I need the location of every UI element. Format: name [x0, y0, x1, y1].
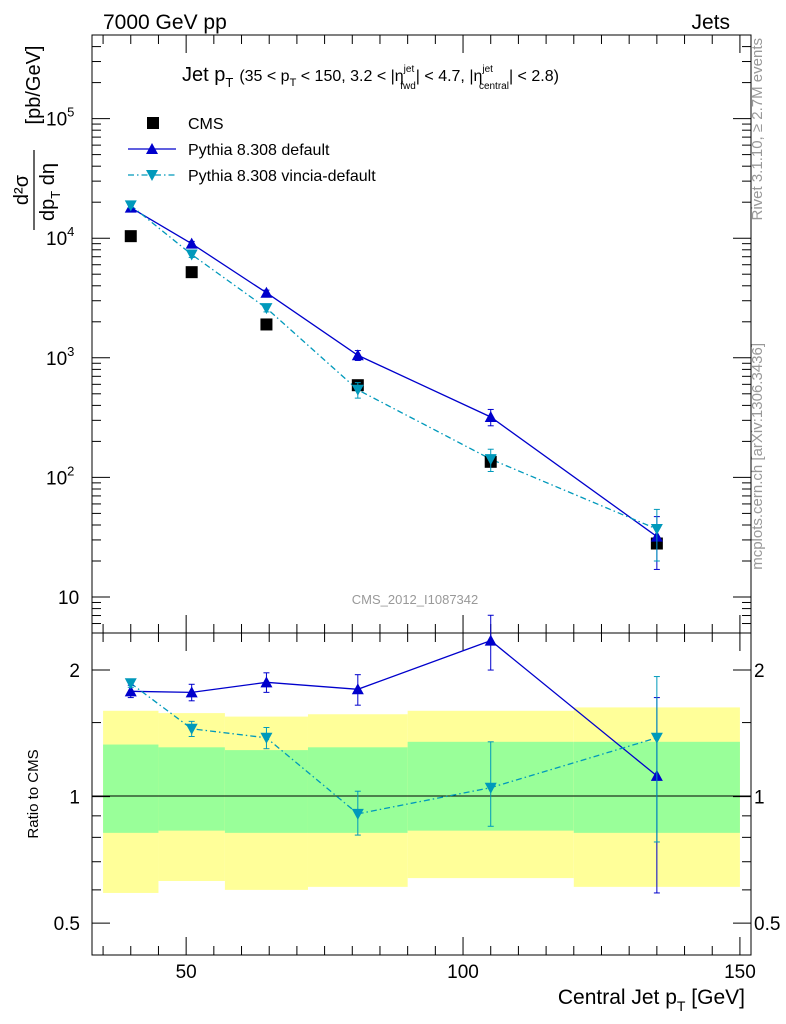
main-point-pythia-8-308-vincia-default [351, 384, 364, 396]
main-point-pythia-8-308-default [351, 349, 364, 361]
main-series-points [124, 200, 663, 570]
x-tick-label: 100 [447, 962, 479, 983]
ratio-y-tick-label-right: 2 [754, 661, 765, 682]
legend-cms-label: CMS [188, 116, 224, 133]
ylabel-denominator: dpT dη [37, 163, 63, 221]
x-tick-label: 150 [724, 962, 756, 983]
ratio-point-pythia-8-308-vincia-default [351, 808, 364, 820]
y-tick-label: 103 [46, 344, 74, 370]
ratio-point-pythia-8-308-default [351, 683, 364, 695]
ylabel-unit: [pb/GeV] [23, 46, 45, 125]
ratio-series-points [124, 614, 663, 894]
band-inner [224, 750, 308, 833]
chart-title: Jet pT (35 < pT < 150, 3.2 < |ηjet fwd| < … [182, 64, 559, 92]
axis-ticks: 10 102 103 104 105 50 100 150 0.5 0.5 1 1 2 2 [46, 34, 780, 983]
ratio-ylabel: Ratio to CMS [25, 749, 42, 838]
main-point-pythia-8-308-vincia-default [185, 249, 198, 261]
y-tick-label: 105 [46, 105, 74, 131]
uncertainty-bands [103, 707, 740, 893]
xlabel: Central Jet pT [GeV] [558, 986, 745, 1014]
main-point-cms [124, 230, 137, 243]
main-point-cms [260, 318, 273, 331]
legend-default-marker [146, 143, 158, 154]
legend-cms-marker [147, 117, 159, 129]
y-tick-label: 10 [58, 588, 79, 609]
band-inner [103, 744, 159, 833]
main-line-pythia-8-308-default [130, 207, 658, 538]
main-point-pythia-8-308-vincia-default [650, 524, 663, 536]
main-point-cms [185, 266, 198, 279]
main-ylabel: d²σ dpT dη [pb/GeV] [11, 46, 63, 230]
ratio-plot-frame [91, 632, 752, 956]
main-point-pythia-8-308-default [185, 237, 198, 249]
ratio-point-pythia-8-308-vincia-default [185, 723, 198, 735]
ratio-point-pythia-8-308-default [484, 634, 497, 646]
main-point-pythia-8-308-default [484, 410, 497, 422]
y-tick-label: 102 [46, 463, 74, 489]
main-point-pythia-8-308-vincia-default [260, 303, 273, 315]
header-left: 7000 GeV pp [103, 11, 227, 34]
ratio-line-pythia-8-308-default [130, 639, 658, 777]
x-tick-label: 50 [176, 962, 197, 983]
band-inner [158, 747, 225, 831]
legend-default-label: Pythia 8.308 default [188, 142, 330, 159]
legend-vincia-label: Pythia 8.308 vincia-default [188, 168, 376, 185]
ratio-point-pythia-8-308-vincia-default [124, 678, 137, 690]
ratio-point-pythia-8-308-vincia-default [484, 782, 497, 794]
ratio-y-tick-label-right: 1 [754, 788, 765, 809]
main-series-lines [130, 204, 658, 538]
ratio-point-pythia-8-308-vincia-default [650, 732, 663, 744]
main-point-pythia-8-308-default [260, 286, 273, 298]
y-tick-label: 104 [46, 224, 74, 250]
ratio-y-tick-label-right: 0.5 [754, 914, 780, 935]
main-line-pythia-8-308-vincia-default [130, 204, 658, 530]
ylabel-numerator: d²σ [11, 174, 33, 205]
legend-vincia-marker [146, 170, 158, 181]
analysis-id: CMS_2012_I1087342 [352, 592, 479, 607]
ratio-line-pythia-8-308-vincia-default [130, 682, 658, 815]
ratio-y-tick-label: 0.5 [54, 914, 80, 935]
ratio-point-pythia-8-308-vincia-default [260, 732, 273, 744]
main-point-pythia-8-308-vincia-default [484, 454, 497, 466]
ratio-point-pythia-8-308-default [124, 685, 137, 697]
ratio-point-pythia-8-308-default [185, 686, 198, 698]
ratio-point-pythia-8-308-default [260, 676, 273, 688]
ratio-series-lines [130, 639, 658, 815]
header-right: Jets [691, 11, 730, 34]
legend: CMS Pythia 8.308 default Pythia 8.308 vi… [128, 116, 376, 185]
ratio-y-tick-label: 2 [69, 661, 80, 682]
rivet-label: Rivet 3.1.10, ≥ 2.7M events [749, 38, 766, 221]
source-label: mcplots.cern.ch [arXiv:1306.3436] [749, 343, 766, 570]
main-point-pythia-8-308-vincia-default [124, 200, 137, 212]
ratio-y-tick-label: 1 [69, 788, 80, 809]
